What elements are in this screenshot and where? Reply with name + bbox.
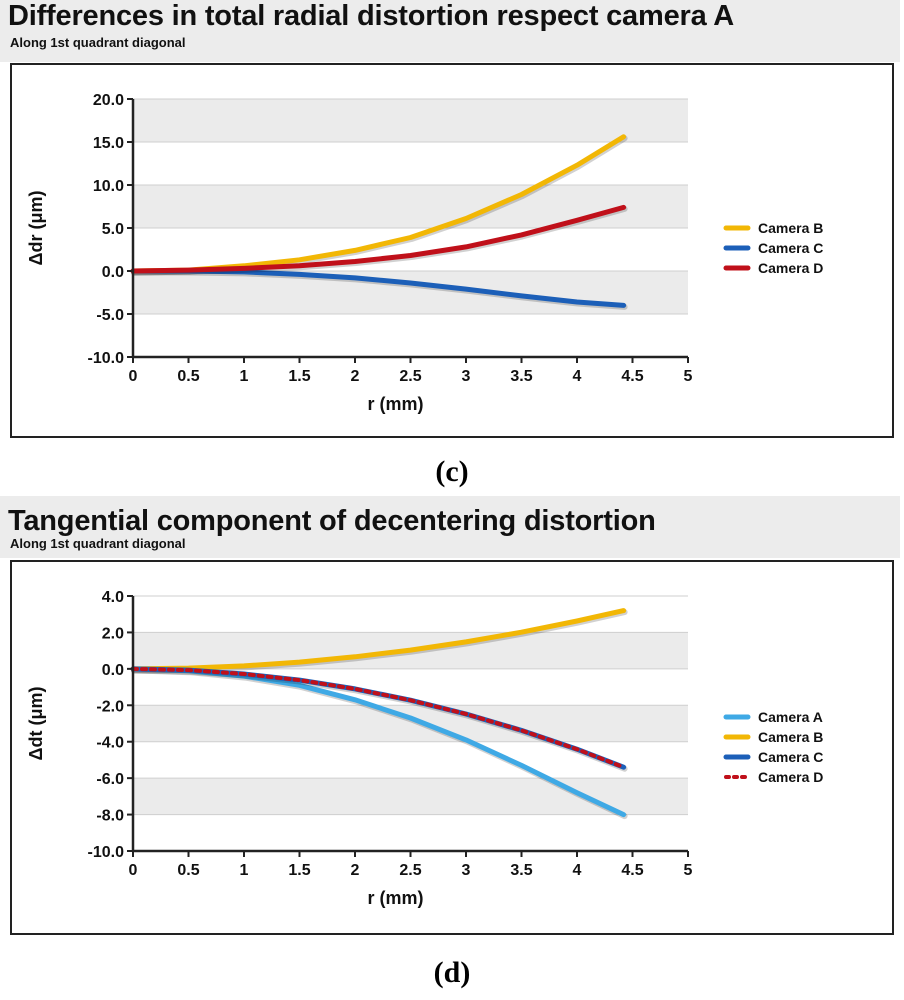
- chart-header-d: Tangential component of decentering dist…: [0, 496, 900, 558]
- x-tick-label: 5: [684, 862, 693, 879]
- x-tick-label: 2: [351, 862, 360, 879]
- y-axis-title: Δdr (μm): [26, 191, 46, 266]
- legend-label: Camera B: [758, 220, 823, 236]
- y-tick-label: 10.0: [93, 178, 124, 195]
- grid-band: [133, 99, 688, 142]
- series-line-camera-d: [130, 204, 627, 274]
- grid-band: [133, 778, 688, 815]
- chart-frame-c: -10.0 -5.0 0.0 5.0 10.0 15.0 20.0 0 0.5 1 1.5 2 2.5 3…: [10, 63, 894, 438]
- chart-title-c: Differences in total radial distortion r…: [8, 0, 735, 32]
- chart-d-svg: -10.0 -8.0 -6.0 -4.0 -2.0 0.0 2.0 4.0 0 0.5 1 1.5 2 2…: [26, 589, 823, 908]
- x-tick-label: 4: [573, 862, 582, 879]
- caption-d: (d): [433, 956, 471, 989]
- grid-band: [133, 814, 688, 851]
- grid-band: [133, 705, 688, 742]
- legend-label: Camera C: [758, 749, 823, 765]
- x-axis-title: r (mm): [367, 394, 423, 414]
- y-tick-label: 5.0: [102, 221, 124, 238]
- x-tick-label: 0.5: [177, 862, 199, 879]
- y-tick-label: 2.0: [102, 625, 124, 642]
- y-tick-label: 4.0: [102, 589, 124, 606]
- y-tick-label: -2.0: [96, 698, 124, 715]
- x-tick-label: 1.5: [288, 368, 310, 385]
- chart-panel-c: Differences in total radial distortion r…: [0, 0, 904, 490]
- x-tick-label: 0: [129, 862, 138, 879]
- chart-subtitle-c: Along 1st quadrant diagonal: [10, 35, 186, 50]
- grid-band: [133, 741, 688, 779]
- x-tick-label: 4.5: [621, 862, 643, 879]
- legend-label: Camera C: [758, 240, 823, 256]
- x-tick-label: 3: [462, 368, 471, 385]
- caption-c: (c): [435, 455, 469, 488]
- x-tick-label: 1: [240, 862, 249, 879]
- legend-label: Camera A: [758, 709, 823, 725]
- x-tick-label: 2: [351, 368, 360, 385]
- grid-band: [133, 185, 688, 228]
- y-tick-label: -10.0: [88, 844, 125, 861]
- y-tick-label: -4.0: [96, 735, 124, 752]
- x-tick-label: 2.5: [399, 368, 421, 385]
- x-tick-label: 1.5: [288, 862, 310, 879]
- x-axis-title: r (mm): [367, 888, 423, 908]
- series-line-camera-b: [130, 608, 627, 672]
- x-tick-label: 0: [129, 368, 138, 385]
- legend-label: Camera D: [758, 769, 823, 785]
- x-tick-label: 4.5: [621, 368, 643, 385]
- chart-panel-d: Tangential component of decentering dist…: [0, 496, 904, 1000]
- grid-band: [133, 596, 688, 633]
- legend-label: Camera B: [758, 729, 823, 745]
- grid-band: [133, 228, 688, 271]
- x-tick-label: 3: [462, 862, 471, 879]
- y-tick-label: 0.0: [102, 264, 124, 281]
- grid-band: [133, 271, 688, 314]
- y-tick-label: 20.0: [93, 92, 124, 109]
- chart-subtitle-d: Along 1st quadrant diagonal: [10, 536, 186, 551]
- grid-band: [133, 314, 688, 357]
- chart-header-c: Differences in total radial distortion r…: [0, 0, 900, 62]
- x-tick-label: 2.5: [399, 862, 421, 879]
- y-tick-label: -6.0: [96, 771, 124, 788]
- y-axis-title: Δdt (μm): [26, 687, 46, 761]
- y-tick-label: -5.0: [96, 307, 124, 324]
- x-tick-label: 5: [684, 368, 693, 385]
- x-tick-label: 0.5: [177, 368, 199, 385]
- x-tick-label: 3.5: [510, 368, 532, 385]
- x-tick-label: 3.5: [510, 862, 532, 879]
- legend-label: Camera D: [758, 260, 823, 276]
- series-line-camera-d: [131, 666, 626, 770]
- y-tick-label: -8.0: [96, 808, 124, 825]
- x-tick-label: 4: [573, 368, 582, 385]
- y-tick-label: 15.0: [93, 135, 124, 152]
- grid-band: [133, 142, 688, 185]
- x-tick-label: 1: [240, 368, 249, 385]
- chart-frame-d: -10.0 -8.0 -6.0 -4.0 -2.0 0.0 2.0 4.0 0 0.5 1 1.5 2 2…: [10, 560, 894, 935]
- y-tick-label: -10.0: [88, 350, 125, 367]
- chart-title-d: Tangential component of decentering dist…: [8, 505, 656, 537]
- y-tick-label: 0.0: [102, 662, 124, 679]
- chart-c-svg: -10.0 -5.0 0.0 5.0 10.0 15.0 20.0 0 0.5 1 1.5 2 2.5 3…: [26, 92, 823, 414]
